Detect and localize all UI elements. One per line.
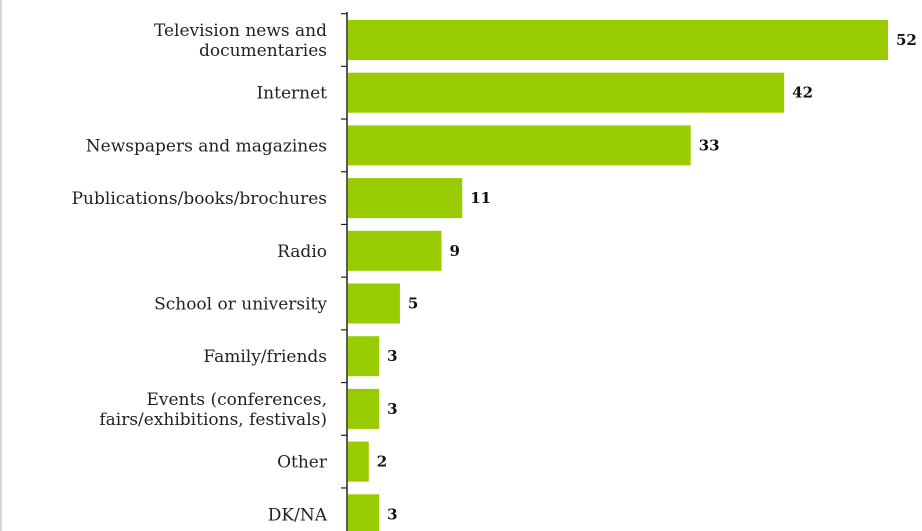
value-label: 33 [699, 136, 720, 154]
category-label-line: Events (conferences, [146, 390, 327, 410]
category-label-line: fairs/exhibitions, festivals) [99, 410, 327, 430]
value-label: 3 [387, 347, 397, 365]
bar [348, 494, 380, 531]
category-label-line: Television news and [154, 21, 327, 41]
category-label-line: School or university [154, 295, 327, 315]
value-label: 3 [387, 400, 397, 418]
category-label: Radio [277, 242, 327, 262]
category-label-line: documentaries [199, 41, 327, 61]
value-label: 5 [408, 295, 418, 313]
category-label-line: Newspapers and magazines [86, 136, 327, 156]
bar [348, 178, 463, 219]
category-label: Events (conferences, fairs/exhibitions, f… [99, 390, 327, 430]
bar [348, 336, 380, 377]
category-label-line: Internet [256, 84, 327, 104]
category-label: Internet [256, 84, 327, 104]
category-label: Other [277, 453, 328, 473]
value-label: 3 [387, 505, 397, 523]
category-label: School or university [154, 295, 327, 315]
bar [348, 230, 442, 271]
category-label: Publications/books/brochures [72, 189, 327, 209]
bar [348, 283, 400, 324]
category-label-line: Family/friends [203, 347, 327, 367]
bar [348, 388, 380, 429]
category-label: DK/NA [268, 505, 328, 525]
value-label: 9 [449, 242, 459, 260]
value-label: 42 [792, 84, 813, 102]
value-label: 2 [377, 453, 387, 471]
value-label: 11 [470, 189, 491, 207]
category-label: Family/friends [203, 347, 327, 367]
bar [348, 72, 785, 113]
category-label: Television news and documentaries [154, 21, 327, 61]
value-label: 52 [896, 31, 917, 49]
category-label-line: Radio [277, 242, 327, 262]
category-labels-layer: Television news and documentaries Internet… [72, 21, 328, 525]
category-label-line: Publications/books/brochures [72, 189, 327, 209]
bar [348, 125, 691, 166]
bar [348, 20, 888, 60]
bar [348, 441, 369, 482]
category-label-line: DK/NA [268, 505, 328, 525]
category-label-line: Other [277, 453, 328, 473]
category-label: Newspapers and magazines [86, 136, 327, 156]
left-border [0, 0, 2, 531]
y-axis-ticks-layer [341, 13, 347, 489]
bars-layer [348, 20, 888, 531]
